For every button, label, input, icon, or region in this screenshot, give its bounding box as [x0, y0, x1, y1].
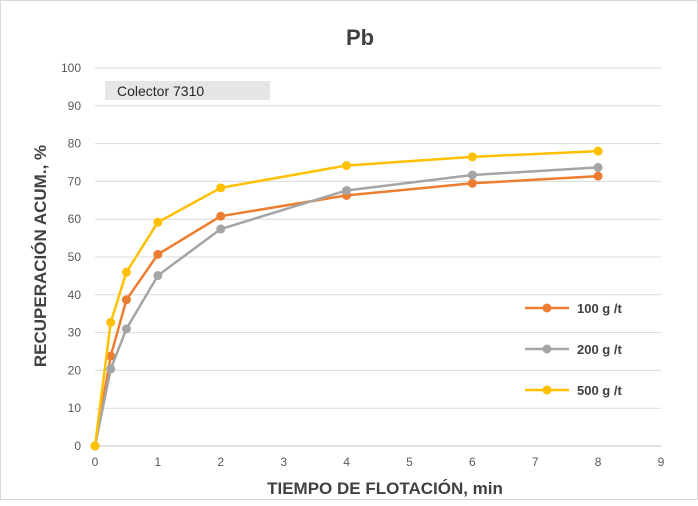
y-tick-label: 60	[68, 212, 82, 226]
y-tick-label: 80	[68, 137, 82, 151]
data-point	[467, 170, 477, 180]
legend-label: 500 g /t	[577, 383, 622, 398]
data-point	[342, 185, 352, 195]
legend-label: 200 g /t	[577, 342, 622, 357]
y-tick-label: 20	[68, 363, 82, 377]
data-point	[106, 364, 116, 374]
legend-item: 200 g /t	[525, 342, 622, 357]
y-tick-label: 10	[68, 401, 82, 415]
data-point	[153, 271, 163, 281]
legend-marker	[542, 303, 552, 313]
x-axis-title: TIEMPO DE FLOTACIÓN, min	[267, 479, 503, 498]
annotation-background	[105, 81, 270, 100]
x-tick-label: 4	[343, 455, 350, 469]
x-tick-label: 5	[406, 455, 413, 469]
y-tick-label: 70	[68, 174, 82, 188]
data-point	[106, 317, 116, 327]
data-point	[593, 171, 603, 181]
data-point	[106, 351, 116, 361]
data-point	[153, 249, 163, 259]
series-line	[93, 166, 599, 447]
annotation-box: Colector 7310	[105, 81, 270, 100]
y-tick-label: 100	[61, 61, 81, 75]
data-point	[467, 178, 477, 188]
legend-item: 100 g /t	[525, 301, 622, 316]
y-tick-label: 30	[68, 326, 82, 340]
x-tick-label: 6	[469, 455, 476, 469]
y-tick-label: 0	[74, 439, 81, 453]
data-point	[342, 161, 352, 171]
series-line	[93, 149, 599, 447]
data-point	[121, 324, 131, 334]
y-tick-label: 40	[68, 288, 82, 302]
legend: 100 g /t 200 g /t 500 g /t	[525, 301, 622, 398]
x-tick-labels: 0 1 2 3 4 5 6 7 8 9	[92, 455, 665, 469]
y-tick-label: 90	[68, 99, 82, 113]
legend-label: 100 g /t	[577, 301, 622, 316]
data-point	[121, 267, 131, 277]
y-tick-label: 50	[68, 250, 82, 264]
chart-title: Pb	[346, 25, 374, 50]
legend-item: 500 g /t	[525, 383, 622, 398]
x-tick-label: 2	[217, 455, 224, 469]
annotation-label: Colector 7310	[117, 83, 204, 99]
data-point	[467, 152, 477, 162]
data-point	[593, 146, 603, 156]
legend-marker	[542, 344, 552, 354]
series-3	[90, 146, 603, 451]
y-tick-labels: 0 10 20 30 40 50 60 70 80 90 100	[61, 61, 81, 453]
data-point	[90, 441, 100, 451]
x-tick-label: 7	[532, 455, 539, 469]
data-point	[593, 162, 603, 172]
series-layer	[90, 146, 603, 451]
x-tick-label: 3	[280, 455, 287, 469]
data-point	[121, 295, 131, 305]
legend-marker	[542, 385, 552, 395]
grid	[95, 67, 661, 409]
y-axis-title: RECUPERACIÓN ACUM., %	[31, 145, 50, 367]
x-tick-label: 1	[155, 455, 162, 469]
x-tick-label: 0	[92, 455, 99, 469]
x-tick-label: 8	[595, 455, 602, 469]
series-2	[90, 162, 603, 451]
series-line	[93, 174, 599, 447]
data-point	[216, 211, 226, 221]
x-tick-label: 9	[658, 455, 665, 469]
data-point	[216, 224, 226, 234]
data-point	[153, 217, 163, 227]
data-point	[216, 183, 226, 193]
